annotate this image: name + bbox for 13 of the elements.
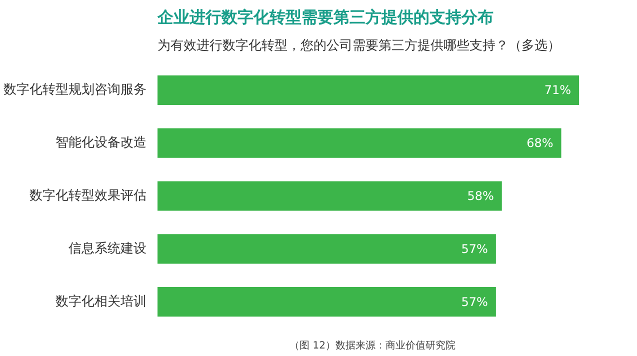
y-tick-label: 数字化转型效果评估: [30, 188, 146, 204]
data-label: 71%: [544, 83, 572, 98]
data-label: 57%: [461, 242, 488, 256]
chart-subtitle: 为有效进行数字化转型，您的公司需要第三方提供哪些支持？（多选）: [158, 38, 560, 54]
y-tick-label: 信息系统建设: [68, 241, 146, 256]
data-label: 68%: [526, 136, 554, 150]
data-label: 57%: [461, 294, 488, 309]
y-tick-label: 数字化转型规划咨询服务: [4, 82, 146, 98]
y-tick-label: 数字化相关培训: [56, 293, 146, 310]
text: （图 12）数据来源：商业价值研究院: [290, 340, 456, 352]
data-label: 58%: [467, 189, 494, 203]
chart-title: 企业进行数字化转型需要第三方提供的支持分布: [156, 8, 494, 26]
y-tick-label: 智能化设备改造: [56, 136, 146, 151]
